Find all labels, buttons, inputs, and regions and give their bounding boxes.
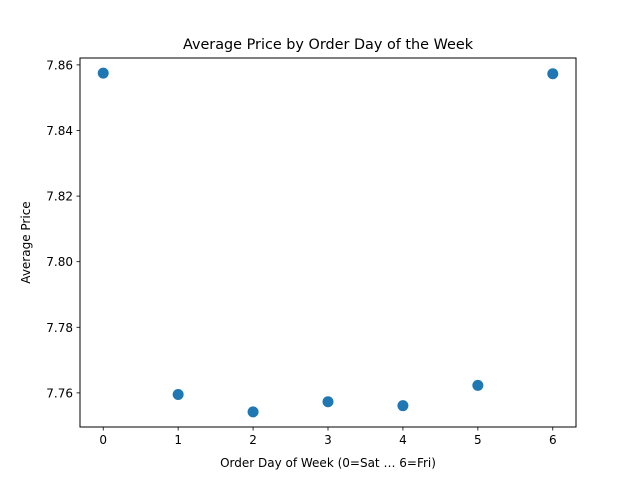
y-axis: 7.76 7.78 7.80 7.82 7.84 7.86 bbox=[46, 58, 80, 400]
chart-title: Average Price by Order Day of the Week bbox=[183, 37, 474, 53]
x-tick-label: 6 bbox=[549, 433, 557, 447]
data-point bbox=[472, 379, 484, 391]
y-tick-label: 7.82 bbox=[46, 190, 73, 204]
y-tick-label: 7.78 bbox=[46, 321, 73, 335]
y-tick-label: 7.86 bbox=[46, 58, 73, 72]
x-axis-label: Order Day of Week (0=Sat … 6=Fri) bbox=[220, 456, 436, 470]
x-tick-label: 5 bbox=[474, 433, 482, 447]
y-axis-label: Average Price bbox=[19, 201, 33, 283]
data-points bbox=[97, 67, 559, 418]
x-tick-label: 2 bbox=[249, 433, 257, 447]
y-tick-label: 7.80 bbox=[46, 255, 73, 269]
data-point bbox=[547, 68, 559, 80]
x-tick-label: 4 bbox=[399, 433, 407, 447]
x-tick-label: 1 bbox=[174, 433, 182, 447]
y-tick-label: 7.76 bbox=[46, 386, 73, 400]
data-point bbox=[322, 396, 334, 408]
y-tick-label: 7.84 bbox=[46, 124, 73, 138]
x-axis: 0 1 2 3 4 5 6 bbox=[99, 427, 557, 447]
x-tick-label: 0 bbox=[99, 433, 107, 447]
data-point bbox=[97, 67, 109, 79]
data-point bbox=[397, 400, 409, 412]
data-point bbox=[172, 389, 184, 401]
data-point bbox=[247, 406, 259, 418]
x-tick-label: 3 bbox=[324, 433, 332, 447]
